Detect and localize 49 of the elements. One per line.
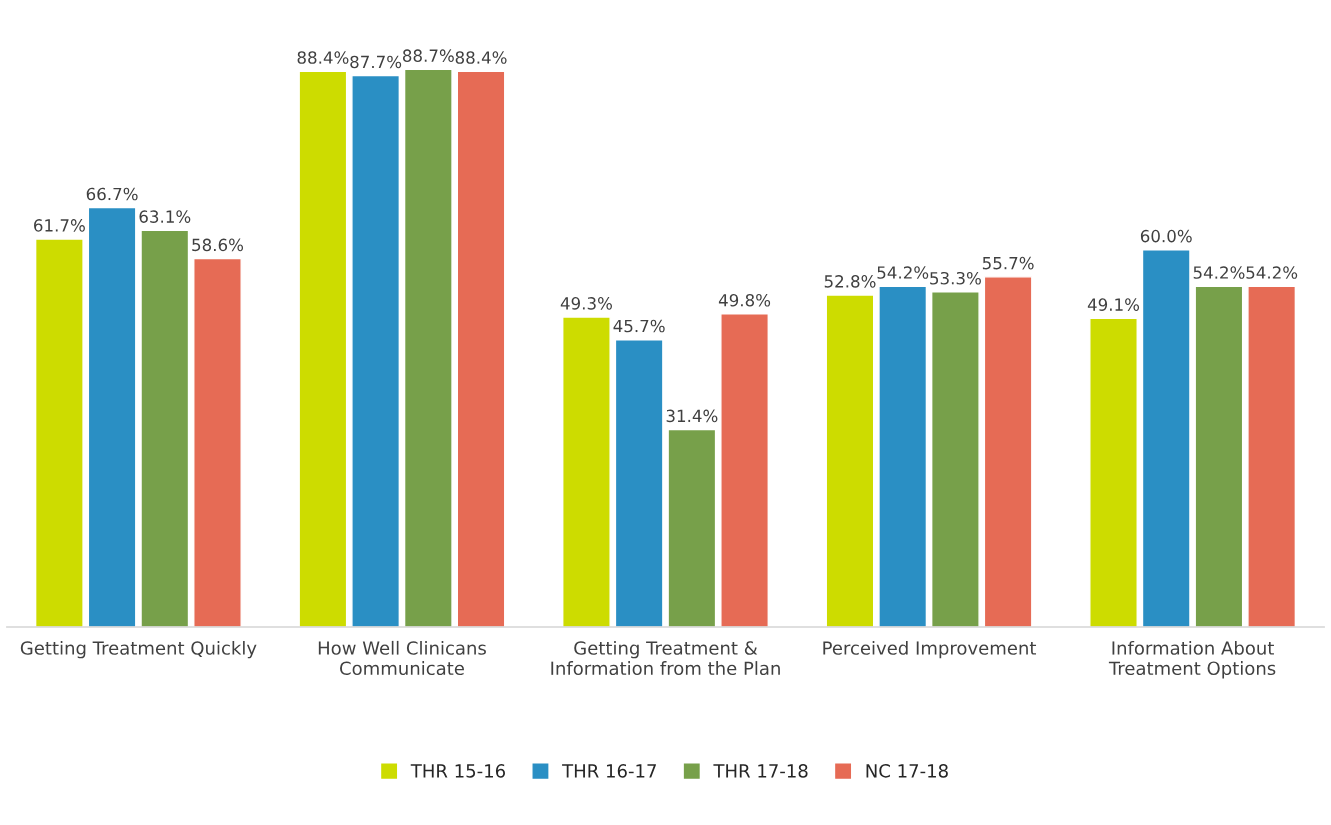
data-label: 49.3% [560,297,612,310]
bar [878,285,928,627]
data-label: 53.3% [930,271,981,285]
bar [720,313,769,627]
data-label: 31.4% [666,409,718,423]
data-label: 88.7% [402,49,454,62]
legend-label: THR 15-16 [410,764,506,778]
bar [351,74,401,627]
x-tick-label: How Well Clinicans Communicate [318,640,486,676]
data-label: 58.6% [192,238,244,252]
bar [193,257,242,627]
legend-label: THR 16-17 [562,764,656,778]
bar [614,338,664,627]
data-label: 61.7% [34,219,85,232]
data-label: 60.0% [1140,229,1192,243]
bar [667,428,717,627]
bar [298,70,348,627]
data-label: 87.7% [350,55,402,69]
data-label: 54.2% [1193,266,1245,279]
data-label: 54.2% [877,266,929,279]
data-label: 52.8% [824,275,876,288]
data-label: 88.4% [455,51,507,64]
bar [87,206,137,627]
bar [456,70,506,627]
legend-label: NC 17-18 [866,764,948,778]
x-tick-label: Getting Treatment Quickly [20,640,257,659]
data-label: 49.8% [718,293,771,307]
bar [403,68,453,627]
bar [983,276,1033,627]
bar [930,291,980,627]
data-label: 88.4% [297,51,349,64]
data-label: 54.2% [1246,266,1298,279]
data-label: 55.7% [982,256,1034,270]
x-tick-label: Getting Treatment & Information from the Plan [551,640,780,676]
bar [1141,249,1191,627]
data-label: 63.1% [139,210,191,223]
data-label: 49.1% [1087,298,1140,311]
bar [825,294,875,627]
legend-label: THR 17-18 [713,764,808,778]
bar [1247,285,1297,627]
data-label: 66.7% [86,187,138,201]
bar [562,316,611,627]
bar [34,238,84,627]
data-label: 45.7% [613,319,665,333]
x-tick-label: Information About Treatment Options [1108,640,1276,679]
bar [1194,285,1244,627]
bar [140,229,190,627]
x-tick-label: Perceived Improvement [823,640,1037,659]
bar [1089,317,1138,627]
